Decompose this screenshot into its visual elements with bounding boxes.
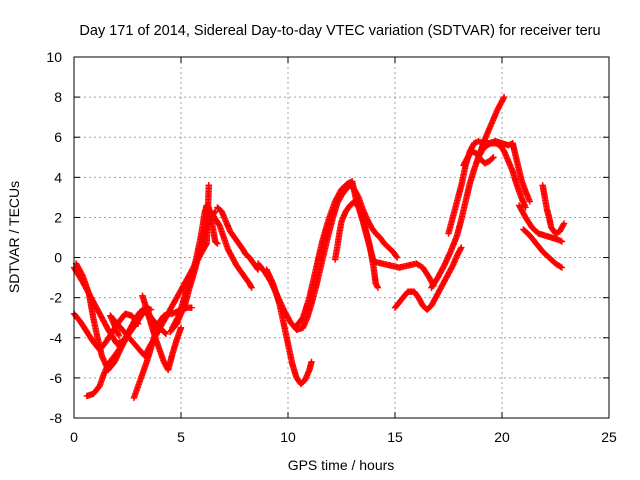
x-tick-label: 25	[601, 429, 617, 445]
data-point	[393, 254, 401, 261]
data-points	[70, 93, 568, 402]
series-track-o	[370, 258, 437, 289]
data-point	[161, 329, 169, 336]
data-point	[374, 284, 382, 291]
data-point	[248, 284, 255, 291]
series-track-i	[214, 204, 262, 273]
data-point	[489, 155, 496, 162]
series-track-j	[209, 212, 255, 291]
x-tick-label: 10	[280, 429, 296, 445]
data-point	[115, 332, 123, 339]
series-track-k	[254, 182, 401, 333]
data-point	[212, 208, 219, 215]
data-point	[558, 264, 566, 271]
data-point	[177, 324, 185, 331]
y-tick-label: 6	[54, 129, 62, 145]
data-point	[135, 320, 142, 327]
data-point	[188, 304, 195, 311]
series-track-w	[539, 182, 568, 237]
series-track-l	[263, 266, 315, 388]
data-point	[558, 238, 566, 245]
data-point	[526, 198, 534, 205]
y-axis-label: SDTVAR / TECUs	[6, 181, 22, 293]
data-point	[560, 221, 567, 228]
y-tick-label: 10	[46, 49, 62, 65]
x-tick-label: 15	[387, 429, 403, 445]
data-point	[162, 330, 170, 337]
data-point	[500, 95, 507, 102]
series-track-u	[515, 202, 566, 245]
data-point	[107, 312, 114, 319]
series-isolated	[107, 182, 213, 360]
chart-title: Day 171 of 2014, Sidereal Day-to-day VTE…	[79, 23, 600, 39]
x-tick-label: 5	[177, 429, 185, 445]
data-point	[458, 244, 465, 251]
y-tick-label: 0	[54, 250, 62, 266]
y-tick-label: -6	[50, 370, 63, 386]
data-point	[560, 220, 568, 227]
x-axis-label: GPS time / hours	[288, 457, 395, 473]
series-track-v	[520, 226, 566, 271]
data-point	[490, 154, 497, 161]
x-tick-label: 0	[70, 429, 78, 445]
plot-frame	[73, 56, 610, 419]
data-point	[213, 239, 220, 246]
data-point	[457, 245, 464, 253]
series-track-s	[473, 93, 508, 167]
series-track-t	[460, 148, 497, 169]
data-point	[557, 263, 564, 270]
series-track-n	[331, 198, 377, 265]
data-point	[373, 283, 381, 290]
y-tick-label: 8	[54, 89, 62, 105]
y-tick-label: -4	[50, 330, 63, 346]
data-point	[141, 352, 148, 360]
series-track-r	[445, 138, 534, 237]
data-point	[393, 253, 400, 260]
y-tick-label: 4	[54, 169, 62, 185]
data-point	[203, 240, 210, 247]
y-tick-label: 2	[54, 209, 62, 225]
data-point	[214, 240, 221, 247]
series-track-p	[391, 244, 465, 313]
data-point	[308, 358, 315, 366]
axis-ticks: 0 5 10 15 20 25 -8 -6 -4 -2 0 2 4 6 8 10	[46, 49, 617, 445]
data-point	[78, 271, 86, 278]
x-tick-label: 20	[494, 429, 510, 445]
data-point	[500, 93, 508, 101]
data-point	[205, 182, 213, 189]
data-point	[247, 283, 255, 290]
data-point	[134, 319, 141, 326]
y-tick-label: -8	[50, 410, 63, 426]
y-tick-label: -2	[50, 290, 63, 306]
